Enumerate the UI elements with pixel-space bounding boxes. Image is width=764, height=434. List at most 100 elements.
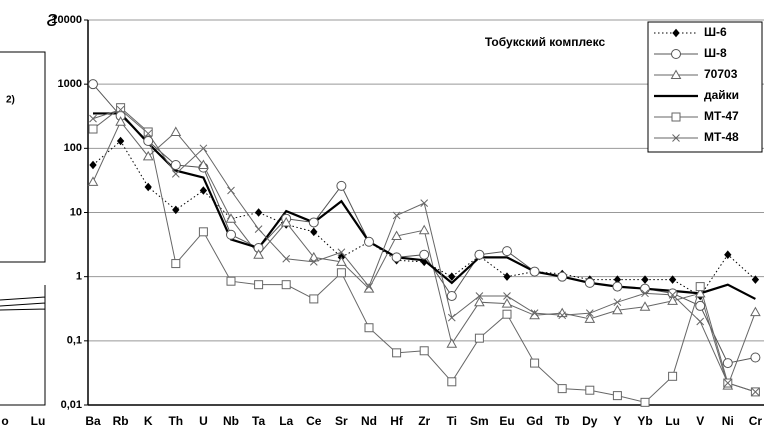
data-point xyxy=(585,385,595,395)
x-tick-label: Th xyxy=(168,414,183,428)
data-point xyxy=(474,333,484,343)
data-point xyxy=(696,317,705,326)
x-tick-label: Rb xyxy=(113,414,129,428)
data-point xyxy=(584,313,596,323)
data-point xyxy=(420,199,429,207)
data-point xyxy=(282,254,291,263)
legend-marker xyxy=(671,112,681,122)
x-tick-label: Ta xyxy=(252,414,265,428)
data-point xyxy=(584,277,595,288)
data-point xyxy=(336,256,347,266)
data-point xyxy=(750,352,761,363)
data-point xyxy=(88,79,98,90)
x-tick-label: U xyxy=(199,414,208,428)
data-point xyxy=(530,309,539,318)
legend-marker xyxy=(672,28,680,38)
legend-box xyxy=(647,21,763,153)
data-point xyxy=(337,248,346,257)
legend-label: МТ-47 xyxy=(704,109,739,123)
fragment-text: Lu xyxy=(31,414,46,428)
x-tick-label: Y xyxy=(613,414,621,428)
data-point xyxy=(612,304,623,315)
x-tick-label: Sm xyxy=(470,414,489,428)
data-point xyxy=(171,259,181,269)
data-point xyxy=(585,309,594,318)
data-point xyxy=(115,116,126,126)
data-point xyxy=(474,249,485,260)
data-point xyxy=(254,280,264,290)
legend-label: дайки xyxy=(704,88,739,102)
data-point xyxy=(309,294,319,304)
y-tick-label: 10 xyxy=(70,206,82,218)
x-tick-label: La xyxy=(279,414,293,428)
data-point xyxy=(227,186,235,195)
legend-label: Ш-8 xyxy=(704,46,727,60)
data-point xyxy=(447,377,457,387)
y-tick-label: 1000 xyxy=(58,78,82,90)
legend-marker xyxy=(672,134,680,142)
legend-label: 70703 xyxy=(704,67,738,81)
data-point xyxy=(281,280,291,290)
y-tick-label: 10000 xyxy=(51,14,82,26)
x-tick-label: Tb xyxy=(555,414,570,428)
x-tick-label: V xyxy=(696,414,704,428)
data-point xyxy=(253,249,264,259)
x-tick-label: Ni xyxy=(722,414,734,428)
data-point xyxy=(501,298,513,308)
fragment-text: 2) xyxy=(6,95,15,106)
data-point xyxy=(751,275,760,284)
y-tick-label: 0,1 xyxy=(67,335,82,347)
data-point xyxy=(171,170,180,178)
data-point xyxy=(668,291,677,299)
x-tick-label: Lu xyxy=(665,414,680,428)
data-point xyxy=(557,271,568,282)
data-point xyxy=(254,225,263,234)
data-point xyxy=(143,127,153,137)
data-point xyxy=(419,249,430,260)
x-tick-label: Gd xyxy=(526,414,543,428)
fragment-text: o xyxy=(1,414,8,428)
data-point xyxy=(226,229,236,240)
data-point xyxy=(612,281,623,292)
data-point xyxy=(640,283,650,294)
data-point xyxy=(418,224,430,235)
annotation: Тобукский комплекс xyxy=(485,35,606,49)
data-point xyxy=(144,129,153,138)
fragment-box xyxy=(0,51,46,263)
data-point xyxy=(722,358,733,369)
data-point xyxy=(336,180,347,191)
data-point xyxy=(502,309,512,319)
fragment-axes xyxy=(0,285,46,406)
data-point xyxy=(502,246,512,257)
data-point xyxy=(392,348,402,358)
data-point xyxy=(226,276,236,286)
data-point xyxy=(365,282,373,291)
data-point xyxy=(667,295,678,305)
data-point xyxy=(695,282,705,292)
data-point xyxy=(447,313,456,322)
data-point xyxy=(529,266,540,277)
data-point xyxy=(639,301,651,311)
data-point xyxy=(116,136,125,146)
data-point xyxy=(640,397,650,407)
x-tick-label: Ti xyxy=(447,414,457,428)
x-tick-label: Dy xyxy=(582,414,598,428)
data-point xyxy=(143,136,154,147)
data-point xyxy=(170,159,181,170)
data-point xyxy=(144,182,152,192)
data-point xyxy=(199,144,208,153)
data-point xyxy=(724,250,732,259)
x-tick-label: Yb xyxy=(637,414,652,428)
data-point xyxy=(254,208,263,217)
data-point xyxy=(475,292,484,300)
data-point xyxy=(695,300,706,311)
data-point xyxy=(723,379,732,387)
data-point xyxy=(199,186,208,195)
data-point xyxy=(170,126,182,136)
data-point xyxy=(225,213,237,223)
x-tick-label: Zr xyxy=(418,414,430,428)
data-point xyxy=(750,306,761,317)
data-point xyxy=(198,227,208,237)
data-point xyxy=(308,251,320,262)
